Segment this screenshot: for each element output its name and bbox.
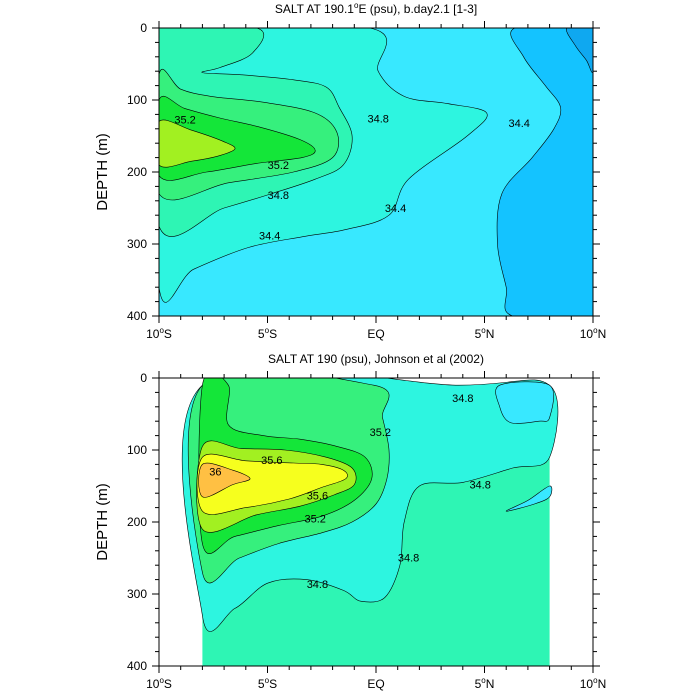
plot-title: SALT AT 190.1oE (psu), b.day2.1 [1-3]	[275, 1, 477, 16]
x-tick-label: 10oN	[580, 326, 606, 341]
x-tick-hemisphere: N	[486, 327, 495, 341]
contour-label: 35.6	[261, 455, 282, 467]
y-tick-label: 300	[127, 237, 147, 251]
x-tick-degree: o	[593, 676, 598, 685]
contour-fills	[159, 28, 593, 316]
x-tick-hemisphere: N	[598, 677, 607, 691]
x-tick-number: 5	[475, 327, 482, 341]
x-tick-label: 5oS	[258, 676, 277, 691]
x-tick-number: 5	[258, 327, 265, 341]
plot-title-rest: E (psu), b.day2.1 [1-3]	[358, 2, 477, 16]
contour-label: 34.8	[398, 552, 419, 564]
x-tick-label: 5oS	[258, 326, 277, 341]
x-tick-degree: o	[265, 326, 270, 335]
x-tick-degree: o	[481, 676, 486, 685]
x-tick-degree: o	[159, 326, 164, 335]
contour-label: 34.8	[452, 393, 473, 405]
x-tick-degree: o	[481, 326, 486, 335]
x-tick-label: 10oS	[146, 676, 172, 691]
x-tick-number: 10	[146, 677, 160, 691]
contour-region-c346	[505, 485, 553, 512]
y-tick-label: 400	[127, 309, 147, 323]
x-tick-degree: o	[593, 326, 598, 335]
y-axis-title: DEPTH (m)	[94, 133, 111, 211]
x-tick-hemisphere: S	[269, 677, 277, 691]
plot-title: SALT AT 190 (psu), Johnson et al (2002)	[268, 352, 484, 366]
x-tick-number: EQ	[367, 327, 384, 341]
x-tick-label: EQ	[367, 677, 384, 691]
x-tick-label: 5oN	[475, 326, 495, 341]
contour-label: 35.6	[307, 490, 328, 502]
contour-label: 35.2	[174, 114, 195, 126]
plot-title-main: SALT AT 190.1	[275, 2, 354, 16]
y-tick-label: 0	[140, 371, 147, 385]
contour-region-c360	[198, 462, 251, 498]
plot-title-main: SALT AT 190 (psu), Johnson et al (2002)	[268, 352, 484, 366]
x-tick-number: 10	[580, 327, 594, 341]
y-tick-label: 200	[127, 165, 147, 179]
contour-label: 34.8	[268, 190, 289, 202]
x-tick-degree: o	[265, 676, 270, 685]
x-tick-label: 10oS	[146, 326, 172, 341]
contour-label: 34.8	[307, 579, 328, 591]
x-tick-hemisphere: N	[486, 677, 495, 691]
x-tick-hemisphere: S	[269, 327, 277, 341]
contour-label: 34.4	[509, 118, 530, 130]
x-tick-degree: o	[159, 676, 164, 685]
contour-region-c356	[159, 119, 236, 168]
contour-label: 35.2	[305, 513, 326, 525]
x-tick-number: 10	[580, 677, 594, 691]
y-tick-label: 200	[127, 515, 147, 529]
y-tick-label: 400	[127, 659, 147, 673]
x-tick-number: EQ	[367, 677, 384, 691]
contour-region-c346	[495, 381, 555, 424]
plot-title-degree: o	[354, 1, 359, 10]
contour-label: 35.2	[370, 427, 391, 439]
x-tick-hemisphere: N	[598, 327, 607, 341]
contour-label: 34.4	[259, 230, 280, 242]
contour-label: 34.8	[469, 480, 490, 492]
contour-label: 34.8	[367, 114, 388, 126]
contour-region-c358	[196, 453, 348, 515]
x-tick-number: 5	[258, 677, 265, 691]
x-tick-number: 5	[475, 677, 482, 691]
x-tick-label: 5oN	[475, 676, 495, 691]
x-tick-number: 10	[146, 327, 160, 341]
contour-fills	[181, 378, 559, 666]
contour-region-c344	[496, 28, 593, 316]
x-tick-label: 10oN	[580, 676, 606, 691]
contour-label: 34.4	[385, 203, 406, 215]
contour-label: 36	[209, 467, 221, 479]
x-tick-hemisphere: S	[164, 677, 172, 691]
y-tick-label: 100	[127, 443, 147, 457]
y-tick-label: 100	[127, 93, 147, 107]
y-tick-label: 300	[127, 587, 147, 601]
contour-label: 35.2	[268, 160, 289, 172]
y-axis-title: DEPTH (m)	[94, 483, 111, 561]
x-tick-label: EQ	[367, 327, 384, 341]
contour-region-c343	[566, 28, 593, 73]
x-tick-hemisphere: S	[164, 327, 172, 341]
chart-panel-1: 35.2 35.2 34.8 34.4 34.8 34.4 34.4 0 100 200 300 40…	[94, 1, 606, 341]
chart-panel-2: 34.8 35.2 35.6 36 35.6 35.2 34.8 34.8 34.8 0 100 20…	[94, 352, 606, 691]
y-tick-label: 0	[140, 21, 147, 35]
